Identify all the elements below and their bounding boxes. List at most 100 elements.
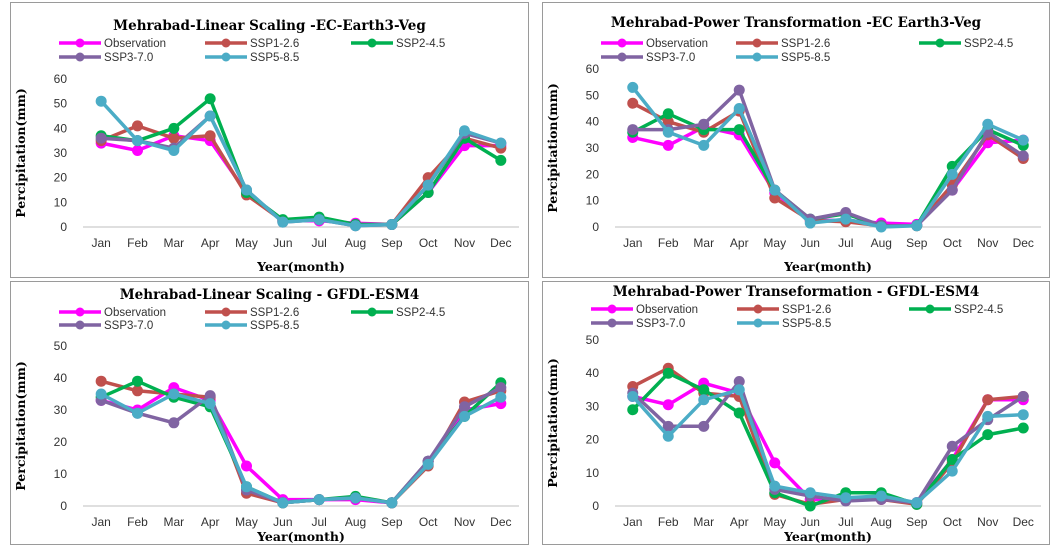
y-tick-label: 0 <box>592 499 599 513</box>
x-tick-label: Aug <box>871 515 892 529</box>
x-tick-label: Sep <box>381 236 403 250</box>
data-point <box>132 407 143 419</box>
legend-marker <box>75 38 85 48</box>
legend-item: SSP1-2.6 <box>737 304 831 316</box>
series-ssp5-8-5 <box>95 95 507 232</box>
chart-panel-1: Mehrabad-Linear Scaling -EC-Earth3-Veg Ob… <box>10 2 529 278</box>
legend-marker <box>617 52 627 62</box>
x-tick-label: Apr <box>201 515 220 529</box>
x-tick-label: Aug <box>345 515 366 529</box>
x-tick-label: Sep <box>906 236 928 250</box>
data-point <box>804 217 816 229</box>
x-tick-label: Nov <box>977 515 998 529</box>
legend-item: Observation <box>59 38 166 50</box>
chart-title: Mehrabad-Linear Scaling - GFDL-ESM4 <box>120 287 420 303</box>
legend-label: Observation <box>104 307 166 319</box>
legend-item: Observation <box>591 304 698 316</box>
x-tick-label: Apr <box>730 236 749 250</box>
legend-item: SSP1-2.6 <box>205 38 299 50</box>
data-point <box>95 388 107 400</box>
chart-panel-2: Mehrabad-Power Transformation -EC Earth3… <box>542 2 1050 278</box>
legend-marker <box>752 38 762 48</box>
data-point <box>911 220 923 232</box>
y-tick-label: 60 <box>586 62 600 76</box>
x-tick-label: Nov <box>454 236 475 250</box>
data-point <box>1017 134 1029 146</box>
data-point <box>95 375 107 387</box>
x-tick-label: Oct <box>419 236 438 250</box>
data-point <box>386 497 398 509</box>
data-point <box>1017 409 1029 421</box>
data-point <box>769 192 781 204</box>
x-tick-label: Feb <box>127 236 148 250</box>
y-tick-label: 20 <box>586 433 600 447</box>
y-tick-label: 40 <box>54 121 68 135</box>
data-point <box>241 481 252 493</box>
chart-title: Mehrabad-Power Transeformation - GFDL-ES… <box>613 284 980 300</box>
data-point <box>627 124 639 136</box>
data-point <box>911 497 923 509</box>
x-tick-label: Jun <box>273 515 292 529</box>
legend-label: SSP3-7.0 <box>636 318 685 330</box>
data-point <box>875 490 887 502</box>
y-tick-label: 30 <box>586 141 600 155</box>
data-point <box>662 139 674 151</box>
chart-title: Mehrabad-Linear Scaling -EC-Earth3-Veg <box>113 18 426 34</box>
y-tick-label: 0 <box>592 220 599 234</box>
data-point <box>350 492 361 504</box>
legend-marker <box>75 52 85 62</box>
data-point <box>459 125 470 137</box>
legend-marker <box>367 38 377 48</box>
data-point <box>204 390 216 402</box>
legend-item: Observation <box>601 38 708 50</box>
data-point <box>627 390 639 402</box>
data-point <box>840 492 852 504</box>
data-point <box>459 410 470 422</box>
series-ssp3-7-0 <box>627 84 1029 232</box>
data-point <box>459 401 470 413</box>
legend-label: SSP5-8.5 <box>781 52 830 64</box>
data-point <box>769 480 781 492</box>
data-point <box>982 394 994 406</box>
data-point <box>132 145 143 157</box>
x-tick-label: Jan <box>623 515 642 529</box>
y-tick-label: 30 <box>54 146 68 160</box>
x-tick-label: Mar <box>163 236 184 250</box>
series-line <box>100 96 502 227</box>
y-tick-label: 10 <box>586 466 600 480</box>
legend-item: SSP5-8.5 <box>736 52 830 64</box>
y-tick-label: 30 <box>586 399 600 413</box>
y-tick-label: 10 <box>54 467 68 481</box>
series-ssp5-8-5 <box>95 388 507 509</box>
data-point <box>698 420 710 432</box>
data-point <box>982 118 994 130</box>
data-point <box>733 384 745 396</box>
x-tick-label: Nov <box>454 515 475 529</box>
x-tick-label: Oct <box>419 515 438 529</box>
legend-item: SSP3-7.0 <box>59 320 153 332</box>
data-point <box>1017 390 1029 402</box>
legend-marker <box>75 320 85 330</box>
x-tick-label: Jan <box>623 236 642 250</box>
series-line <box>100 133 501 227</box>
data-point <box>733 407 745 419</box>
data-point <box>698 118 710 130</box>
legend-item: SSP3-7.0 <box>601 52 695 64</box>
data-point <box>982 410 994 422</box>
chart-svg: Mehrabad-Power Transformation -EC Earth3… <box>545 15 1041 274</box>
series-ssp5-8-5 <box>627 384 1029 509</box>
x-tick-label: Jan <box>91 515 110 529</box>
data-point <box>1017 422 1029 434</box>
legend-label: SSP1-2.6 <box>250 38 299 50</box>
data-point <box>168 388 180 400</box>
y-axis-title: Percipitation(mm) <box>13 361 28 491</box>
data-point <box>95 95 107 107</box>
data-point <box>241 460 252 472</box>
x-tick-label: Sep <box>906 515 928 529</box>
legend-item: SSP2-4.5 <box>351 38 445 50</box>
y-tick-label: 20 <box>54 171 68 185</box>
y-tick-label: 10 <box>586 194 600 208</box>
series-line <box>631 101 1025 228</box>
legend-marker <box>75 307 85 317</box>
data-point <box>350 220 361 232</box>
